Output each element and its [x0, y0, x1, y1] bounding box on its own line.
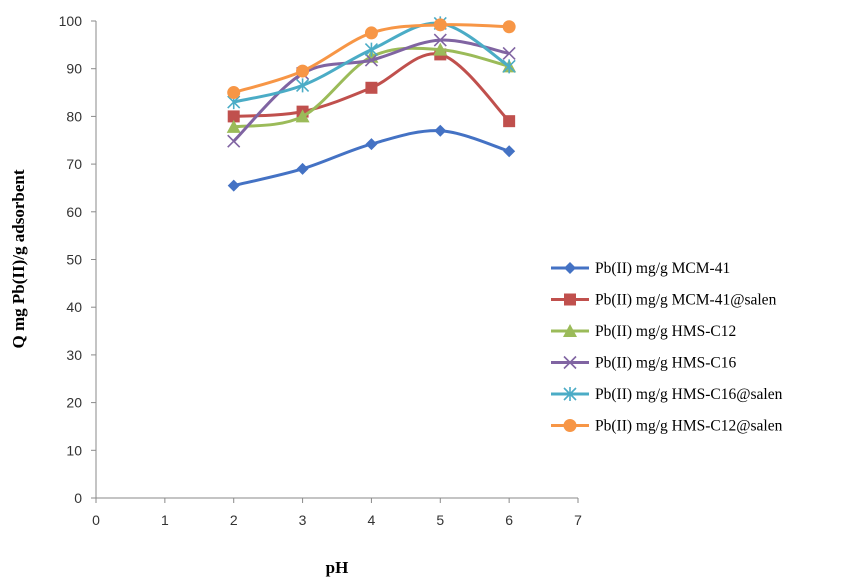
y-tick-label: 100: [59, 13, 83, 29]
y-tick-label: 90: [66, 61, 82, 77]
y-tick-label: 0: [74, 490, 82, 506]
data-point: [227, 110, 240, 123]
data-point: [364, 53, 378, 67]
y-tick-label: 50: [66, 252, 82, 268]
legend-label: Pb(II) mg/g HMS-C12@salen: [595, 418, 783, 435]
x-tick-label: 5: [436, 512, 444, 528]
data-point: [364, 26, 378, 40]
y-tick-label: 30: [66, 347, 82, 363]
legend-label: Pb(II) mg/g HMS-C16: [595, 355, 736, 372]
legend-item: Pb(II) mg/g HMS-C16: [551, 355, 736, 372]
x-tick-label: 2: [230, 512, 238, 528]
legend-label: Pb(II) mg/g HMS-C12: [595, 323, 736, 340]
y-axis-ticks: 0 10 20 30 40 50 60 70 80 90 100: [59, 13, 96, 506]
data-point: [365, 81, 378, 94]
y-tick-label: 80: [66, 108, 82, 124]
legend-label: Pb(II) mg/g MCM-41@salen: [595, 292, 777, 309]
x-tick-label: 0: [92, 512, 100, 528]
legend-item: Pb(II) mg/g MCM-41@salen: [551, 292, 777, 309]
data-point: [434, 124, 447, 137]
legend-label: Pb(II) mg/g HMS-C16@salen: [595, 386, 783, 403]
legend-swatch-marker: [564, 293, 576, 306]
data-point: [296, 162, 309, 175]
x-tick-label: 1: [161, 512, 169, 528]
legend: Pb(II) mg/g MCM-41 Pb(II) mg/g MCM-41@sal…: [551, 260, 783, 435]
x-axis-title: pH: [326, 558, 349, 577]
data-point: [433, 18, 447, 32]
series-6: [227, 18, 516, 100]
legend-item: Pb(II) mg/g HMS-C16@salen: [551, 386, 783, 403]
y-tick-label: 40: [66, 299, 82, 315]
data-point: [433, 42, 448, 56]
data-point: [296, 78, 310, 93]
legend-swatch-marker: [563, 324, 577, 337]
x-tick-label: 4: [368, 512, 376, 528]
series-4: [227, 33, 516, 148]
y-tick-label: 60: [66, 204, 82, 220]
x-tick-label: 6: [505, 512, 513, 528]
y-tick-label: 20: [66, 395, 82, 411]
legend-swatch-marker: [563, 419, 577, 432]
y-tick-label: 10: [66, 442, 82, 458]
legend-item: Pb(II) mg/g HMS-C12: [551, 323, 736, 340]
x-tick-label: 7: [574, 512, 582, 528]
x-axis-ticks: 0 1 2 3 4 5 6 7: [92, 498, 582, 528]
data-point: [503, 145, 516, 158]
legend-label: Pb(II) mg/g MCM-41: [595, 260, 730, 277]
y-axis-title: Q mg Pb(II)/g adsorbent: [9, 169, 28, 348]
series-1: [227, 124, 516, 192]
data-point: [364, 42, 378, 57]
legend-swatch-marker: [563, 387, 577, 401]
data-point: [502, 59, 516, 74]
data-point: [503, 115, 516, 128]
data-point: [433, 33, 447, 47]
y-tick-label: 70: [66, 156, 82, 172]
data-point: [227, 179, 240, 192]
data-point: [502, 46, 516, 61]
data-point: [226, 119, 241, 133]
legend-item: Pb(II) mg/g MCM-41: [551, 260, 730, 277]
legend-swatch-marker: [563, 355, 577, 370]
axes: [95, 21, 578, 499]
data-point: [296, 64, 310, 78]
series-5: [227, 16, 516, 110]
legend-swatch-marker: [564, 262, 576, 274]
plot-area: [226, 16, 517, 192]
x-tick-label: 3: [299, 512, 307, 528]
data-point: [365, 138, 378, 151]
data-point: [227, 134, 241, 148]
data-point: [227, 86, 241, 100]
legend-item: Pb(II) mg/g HMS-C12@salen: [551, 418, 783, 435]
data-point: [502, 20, 516, 34]
data-point: [295, 109, 310, 123]
